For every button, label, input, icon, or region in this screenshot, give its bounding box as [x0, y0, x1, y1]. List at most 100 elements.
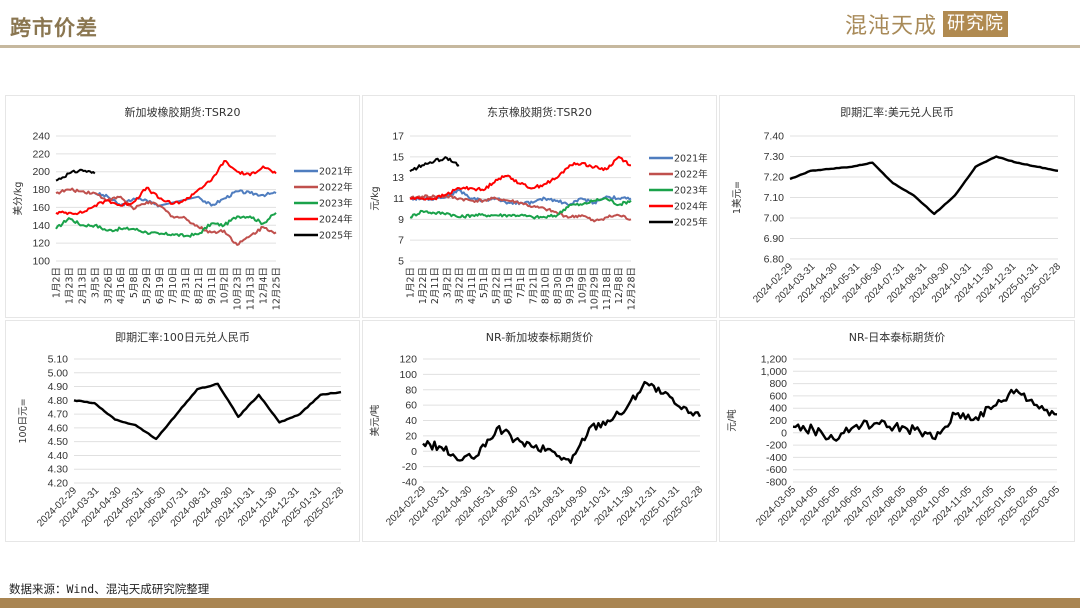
y-tick-label: -600	[766, 464, 787, 476]
y-tick-label: 160	[32, 202, 50, 214]
y-tick-label: 4.60	[48, 422, 69, 434]
chart-title: NR-日本泰标期货价	[848, 331, 946, 344]
x-tick-label: 7月1日	[516, 267, 527, 298]
y-tick-label: 0	[411, 446, 417, 458]
series-line	[55, 160, 277, 216]
x-tick-label: 7月21日	[528, 267, 539, 304]
y-tick-label: 600	[769, 390, 787, 402]
series-line	[409, 156, 460, 173]
y-tick-label: 120	[399, 354, 417, 366]
series-line	[409, 197, 632, 220]
x-tick-label: 10月23日	[233, 267, 244, 310]
y-tick-label: 240	[32, 131, 50, 143]
y-tick-label: 7.30	[764, 151, 785, 163]
x-tick-label: 4月11日	[467, 267, 478, 304]
y-tick-label: 9	[398, 214, 404, 226]
x-tick-label: 5月29日	[142, 267, 153, 304]
chart-panel-jpycny: 4.20 4.30 4.40 4.50 4.60 4.70 4.80 4.90 5.00 5.10…	[5, 320, 360, 542]
x-tick-label: 3月5日	[90, 267, 101, 298]
y-tick-label: 4.70	[48, 409, 69, 421]
y-tick-label: 0	[781, 427, 787, 439]
y-tick-label: 7.20	[764, 172, 785, 184]
legend-label: 2025年	[674, 217, 708, 229]
x-tick-label: 5月8日	[129, 267, 140, 298]
legend-label: 2022年	[319, 182, 353, 194]
x-tick-label: 3月2日	[442, 267, 453, 298]
y-tick-label: -800	[766, 477, 787, 489]
brand-logo: 混沌天成 研究院	[845, 9, 1009, 39]
y-tick-label: 7.10	[764, 192, 785, 204]
y-axis-label: 美元/吨	[369, 404, 381, 436]
x-tick-label: 1月23日	[64, 267, 75, 304]
x-tick-label: 1月22日	[418, 267, 429, 304]
y-tick-label: 40	[405, 415, 417, 427]
chart-title: 东京橡胶期货:TSR20	[486, 106, 593, 119]
y-tick-label: 800	[769, 378, 787, 390]
y-tick-label: 20	[405, 430, 417, 442]
x-tick-label: 10月29日	[590, 267, 601, 310]
y-tick-label: 5	[398, 256, 404, 268]
y-tick-label: 60	[405, 400, 417, 412]
y-tick-label: -200	[766, 440, 787, 452]
x-tick-label: 10月2日	[220, 267, 231, 304]
logo-badge: 研究院	[943, 11, 1009, 37]
x-tick-label: 1月2日	[406, 267, 417, 298]
y-tick-label: 100	[32, 256, 50, 268]
x-tick-label: 12月4日	[259, 267, 270, 304]
y-axis-label: 元/kg	[370, 186, 381, 210]
legend-label: 2022年	[674, 169, 708, 181]
x-tick-label: 2月11日	[430, 267, 441, 304]
x-tick-label: 1月2日	[52, 267, 63, 298]
series-line	[792, 388, 1058, 442]
series-line	[55, 212, 277, 238]
legend-label: 2021年	[674, 153, 708, 165]
x-tick-label: 11月18日	[602, 267, 613, 310]
y-tick-label: -400	[766, 452, 787, 464]
y-tick-label: 17	[392, 131, 404, 143]
x-tick-label: 2月13日	[77, 267, 88, 304]
y-tick-label: 5.00	[48, 367, 69, 379]
y-axis-label: 元/吨	[726, 409, 738, 432]
series-line	[789, 155, 1059, 216]
chart-panel-sgx-tsr20: 100 120 140 160 180 200 220 240 美分/kg 1月2日 1月23日 2月…	[5, 95, 360, 318]
x-tick-label: 12月25日	[272, 267, 283, 310]
series-line	[422, 380, 702, 465]
chart-panel-nr-jpx-spread: -800 -600 -400 -200 0 200 400 600 800 1,000 1,200 元…	[719, 320, 1075, 542]
legend-label: 2023年	[319, 198, 353, 210]
series-line	[55, 187, 277, 246]
x-tick-label: 8月30日	[553, 267, 564, 304]
y-tick-label: 120	[32, 238, 50, 250]
y-axis-label: 1美元=	[731, 181, 743, 214]
x-tick-label: 9月19日	[565, 267, 576, 304]
chart-title: 即期汇率:美元兑人民币	[840, 106, 954, 119]
chart-svg: 5 7 9 11 13 15 17 元/kg 1月2日 1月22日 2月11日 3月2日 3月22日 4月…	[370, 131, 708, 311]
y-tick-label: 4.50	[48, 436, 69, 448]
y-tick-label: 4.90	[48, 381, 69, 393]
header-divider	[0, 45, 1080, 48]
y-axis-label: 美分/kg	[12, 182, 24, 216]
x-tick-label: 9月11日	[207, 267, 218, 304]
y-tick-label: 80	[405, 384, 417, 396]
page-title: 跨市价差	[10, 15, 98, 40]
y-tick-label: 200	[32, 166, 50, 178]
y-tick-label: 400	[769, 403, 787, 415]
series-line	[55, 168, 96, 182]
x-tick-label: 6月11日	[504, 267, 515, 304]
y-tick-label: 7	[398, 235, 404, 247]
legend-label: 2025年	[319, 230, 353, 242]
y-tick-label: 200	[769, 415, 787, 427]
y-tick-label: 4.40	[48, 450, 69, 462]
y-tick-label: 7.40	[764, 131, 785, 143]
x-tick-label: 7月31日	[181, 267, 192, 304]
x-tick-label: 8月10日	[541, 267, 552, 304]
legend-label: 2023年	[674, 185, 708, 197]
chart-svg: 6.806.907.007.107.207.307.401美元=2024-02-…	[731, 131, 1063, 306]
y-tick-label: 4.30	[48, 464, 69, 476]
legend-label: 2024年	[319, 214, 353, 226]
chart-title: 即期汇率:100日元兑人民币	[115, 331, 250, 344]
x-tick-label: 12月8日	[614, 267, 625, 304]
y-tick-label: 6.80	[764, 254, 785, 266]
y-tick-label: 100	[399, 369, 417, 381]
x-tick-label: 11月13日	[246, 267, 257, 310]
